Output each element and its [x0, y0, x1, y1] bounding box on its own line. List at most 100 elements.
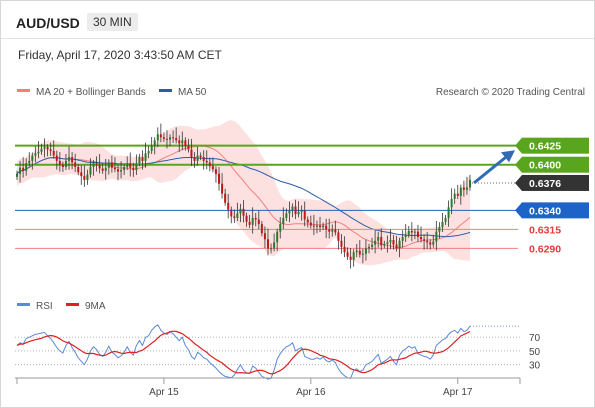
candle-body	[251, 217, 254, 225]
candle-body	[423, 239, 426, 241]
candle-body	[248, 221, 251, 225]
candle-body	[300, 210, 303, 212]
candle-body	[315, 225, 318, 227]
candle-body	[80, 172, 83, 177]
candle-body	[153, 140, 156, 146]
candle-body	[337, 232, 340, 241]
candle-body	[459, 187, 462, 196]
candle-body	[95, 163, 98, 165]
candle-body	[364, 248, 367, 254]
candle-body	[266, 239, 269, 249]
ma50-legend-swatch	[159, 89, 172, 92]
candle-body	[74, 162, 77, 167]
x-tick-label: Apr 17	[443, 387, 473, 398]
current-price-label: 0.6376	[529, 178, 561, 190]
candle-body	[117, 169, 120, 172]
candle-body	[98, 164, 101, 169]
candle-body	[343, 246, 346, 253]
candle-body	[165, 138, 168, 140]
candle-body	[31, 155, 34, 161]
candle-body	[447, 207, 450, 218]
candle-body	[303, 210, 306, 220]
candle-body	[86, 174, 89, 180]
candle-body	[132, 167, 135, 171]
support-label: 0.6290	[529, 243, 561, 255]
candle-body	[349, 256, 352, 260]
candle-body	[129, 163, 132, 168]
candle-body	[392, 240, 395, 245]
candle-body	[325, 225, 328, 230]
candle-body	[435, 231, 438, 242]
support-label-box	[522, 202, 589, 219]
rsi-line	[16, 324, 471, 380]
candle-body	[64, 160, 67, 167]
candle-body	[107, 162, 110, 168]
rsi-legend-swatch	[17, 303, 30, 306]
candle-body	[242, 208, 245, 216]
forecast-arrow-shaft	[473, 155, 508, 185]
rsi-tick-label: 50	[529, 347, 541, 358]
candle-body	[358, 250, 361, 255]
candle-body	[444, 217, 447, 222]
credit-label: Research © 2020 Trading Central	[436, 87, 585, 98]
bollinger-band-area	[17, 120, 470, 266]
support-label: 0.6340	[529, 205, 561, 217]
candle-body	[462, 187, 465, 190]
candle-body	[410, 230, 413, 233]
x-axis: Apr 15 Apr 16 Apr 17	[15, 377, 521, 398]
candle-body	[401, 237, 404, 241]
candle-body	[322, 225, 325, 228]
candle-body	[184, 140, 187, 146]
candle-body	[120, 170, 123, 172]
candle-body	[367, 246, 370, 249]
resistance-label-pointer	[515, 137, 522, 154]
candle-body	[328, 229, 331, 232]
candle-body	[144, 153, 147, 161]
candle-body	[245, 215, 248, 222]
candle-body	[407, 230, 410, 235]
candle-body	[230, 209, 233, 217]
ma9-legend-swatch	[66, 303, 79, 306]
candle-body	[58, 160, 61, 165]
candle-body	[260, 224, 263, 234]
candle-body	[162, 137, 165, 139]
support-label-pointer	[515, 202, 522, 219]
candle-body	[138, 157, 141, 164]
header-divider	[1, 38, 594, 39]
rsi-tick-label: 70	[529, 333, 541, 344]
candle-body	[34, 153, 37, 156]
candle-body	[199, 155, 202, 158]
resistance-label: 0.6425	[529, 141, 561, 153]
candle-body	[438, 227, 441, 232]
candle-body	[383, 243, 386, 246]
candle-body	[426, 240, 429, 243]
candle-body	[159, 134, 162, 138]
candle-body	[386, 242, 389, 244]
candle-body	[77, 166, 80, 173]
ma20-legend-label: MA 20 + Bollinger Bands	[36, 87, 146, 98]
candle-body	[306, 219, 309, 223]
candle-body	[441, 221, 444, 228]
candle-body	[37, 151, 40, 154]
candle-body	[40, 148, 43, 152]
candle-body	[453, 193, 456, 199]
candle-body	[254, 217, 257, 220]
candle-body	[416, 231, 419, 238]
candle-body	[361, 253, 364, 255]
candle-body	[211, 166, 214, 170]
candle-body	[126, 163, 129, 167]
candle-body	[178, 140, 181, 144]
candle-body	[46, 147, 49, 150]
candle-body	[331, 229, 334, 232]
rsi-tick-label: 30	[529, 361, 541, 372]
candle-body	[374, 240, 377, 245]
current-price-pointer	[515, 174, 522, 191]
candle-body	[193, 157, 196, 161]
candle-body	[205, 160, 208, 163]
timeframe-badge[interactable]: 30 MIN	[87, 13, 138, 31]
candle-body	[469, 179, 471, 188]
candle-body	[334, 229, 337, 233]
candle-body	[25, 163, 28, 171]
x-tick-label: Apr 15	[149, 387, 179, 398]
